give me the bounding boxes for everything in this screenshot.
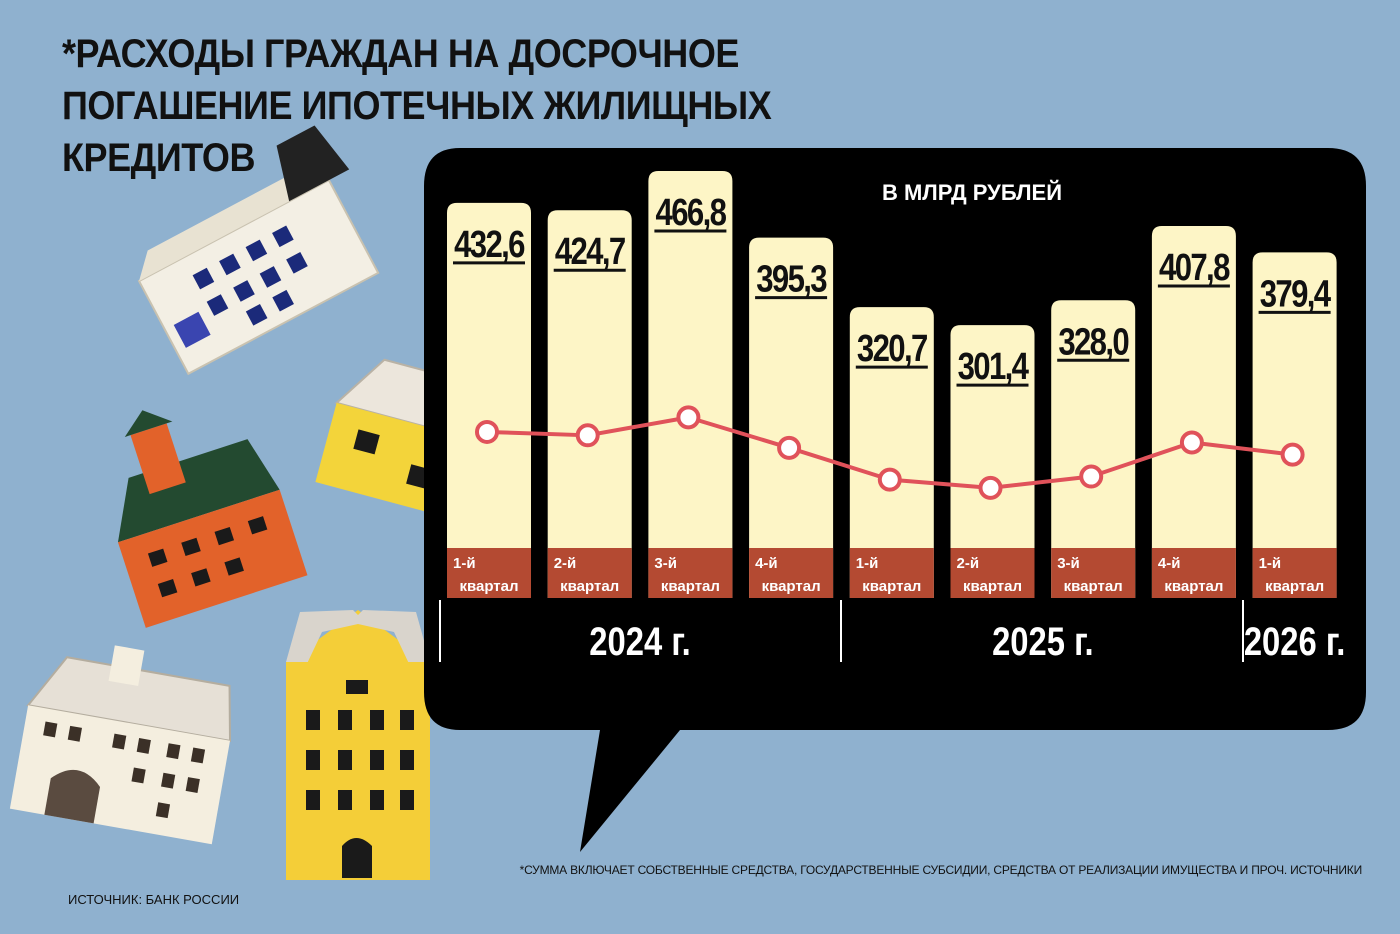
trend-point bbox=[777, 435, 802, 460]
quarter-label-bg bbox=[1151, 548, 1236, 598]
trend-point bbox=[1179, 430, 1204, 455]
quarter-label-bg bbox=[849, 548, 934, 598]
value-label: 379,4 bbox=[1260, 274, 1332, 316]
trend-point bbox=[978, 475, 1003, 500]
title-line-2: ПОГАШЕНИЕ ИПОТЕЧНЫХ ЖИЛИЩНЫХ КРЕДИТОВ bbox=[62, 84, 772, 180]
quarter-label-bg bbox=[1051, 548, 1136, 598]
source-note: ИСТОЧНИК: БАНК РОССИИ bbox=[68, 892, 240, 907]
quarter-label-bg bbox=[1252, 548, 1337, 598]
bar bbox=[1051, 300, 1136, 598]
quarter-number: 1-й bbox=[1259, 555, 1282, 572]
quarter-word: квартал bbox=[1164, 578, 1223, 595]
quarter-number: 4-й bbox=[1158, 555, 1181, 572]
bars-layer bbox=[447, 170, 1337, 599]
quarter-word: квартал bbox=[560, 578, 619, 595]
house-yellow-tall-icon bbox=[286, 610, 430, 880]
year-groups-layer: 2024 г. 2025 г. 2026 г. bbox=[439, 600, 1346, 664]
value-label: 424,7 bbox=[555, 231, 625, 273]
value-label: 466,8 bbox=[656, 192, 727, 234]
quarter-label-bg bbox=[749, 548, 834, 598]
house-orange-icon bbox=[117, 410, 308, 628]
house-white-small-icon bbox=[9, 645, 232, 845]
chart-title: *РАСХОДЫ ГРАЖДАН НА ДОСРОЧНОЕ ПОГАШЕНИЕ … bbox=[62, 28, 962, 184]
quarter-number: 3-й bbox=[1057, 555, 1080, 572]
house-white-tilted-icon bbox=[137, 125, 380, 376]
trend-point bbox=[475, 419, 499, 444]
bar bbox=[950, 325, 1035, 598]
quarter-number: 3-й bbox=[654, 555, 677, 572]
unit-label: В МЛРД РУБЛЕЙ bbox=[882, 180, 1062, 205]
quarter-number: 1-й bbox=[856, 555, 879, 572]
quarter-word: квартал bbox=[459, 578, 518, 595]
trend-point bbox=[676, 405, 701, 430]
quarter-number: 2-й bbox=[554, 555, 577, 572]
trend-point bbox=[877, 467, 902, 492]
bar bbox=[547, 210, 632, 598]
footnote: *СУММА ВКЛЮЧАЕТ СОБСТВЕННЫЕ СРЕДСТВА, ГО… bbox=[519, 863, 1363, 877]
quarter-label-bg bbox=[547, 548, 632, 598]
quarter-number: 2-й bbox=[957, 555, 980, 572]
trend-point bbox=[575, 423, 600, 448]
trend-point bbox=[1280, 442, 1305, 467]
year-label: 2025 г. bbox=[992, 619, 1094, 664]
quarter-word: квартал bbox=[661, 578, 720, 595]
quarter-number: 4-й bbox=[755, 555, 778, 572]
quarter-word: квартал bbox=[1064, 578, 1123, 595]
bar bbox=[447, 202, 531, 598]
year-label: 2024 г. bbox=[589, 619, 691, 664]
value-label: 328,0 bbox=[1058, 321, 1128, 363]
quarter-word: квартал bbox=[963, 578, 1022, 595]
quarter-word: квартал bbox=[1265, 578, 1324, 595]
bar bbox=[1151, 225, 1236, 598]
year-label: 2026 г. bbox=[1244, 619, 1346, 664]
value-label: 407,8 bbox=[1159, 247, 1230, 289]
title-line-1: *РАСХОДЫ ГРАЖДАН НА ДОСРОЧНОЕ bbox=[62, 32, 739, 76]
quarter-label-bg bbox=[950, 548, 1035, 598]
quarter-word: квартал bbox=[862, 578, 921, 595]
quarter-label-bg bbox=[648, 548, 733, 598]
line-overlay bbox=[475, 405, 1305, 500]
value-label: 395,3 bbox=[756, 259, 827, 301]
bar bbox=[648, 170, 733, 598]
value-label: 432,6 bbox=[454, 224, 525, 266]
bar bbox=[849, 307, 934, 598]
quarter-label-bg bbox=[447, 548, 531, 598]
value-label: 320,7 bbox=[857, 328, 927, 370]
bar bbox=[749, 237, 834, 599]
bar bbox=[1252, 252, 1337, 598]
value-label: 301,4 bbox=[958, 346, 1030, 388]
quarter-word: квартал bbox=[762, 578, 821, 595]
value-labels-layer: 1-й квартал 432,6 2-й квартал 424,7 3-й квартал… bbox=[453, 192, 1333, 595]
quarter-number: 1-й bbox=[453, 555, 476, 572]
trend-point bbox=[1079, 464, 1104, 489]
